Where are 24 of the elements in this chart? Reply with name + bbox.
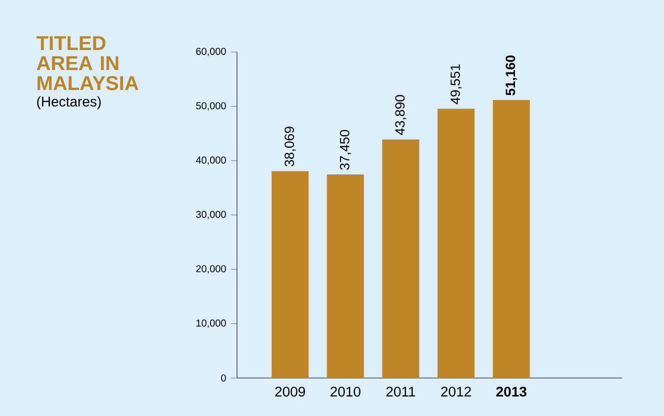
y-tick-label: 10,000 <box>196 320 226 328</box>
bar <box>382 140 420 378</box>
x-tick-label: 2009 <box>275 386 305 397</box>
y-tick-label: 60,000 <box>196 48 226 56</box>
bar <box>438 108 475 378</box>
x-tick-label: 2012 <box>441 386 471 397</box>
data-label: 37,450 <box>340 130 351 170</box>
x-tick-label: 2013 <box>496 386 526 397</box>
bar <box>492 100 530 378</box>
y-tick-label: 30,000 <box>196 210 226 220</box>
data-label: 49,551 <box>450 64 462 104</box>
data-label: 38,069 <box>284 126 296 166</box>
y-tick-label: 0 <box>221 374 226 382</box>
y-tick-label: 40,000 <box>196 156 226 165</box>
bar <box>272 171 309 378</box>
x-tick-label: 2010 <box>330 386 360 397</box>
y-tick-label: 50,000 <box>196 102 226 110</box>
x-tick-label: 2011 <box>386 386 416 397</box>
data-label: 43,890 <box>395 95 406 135</box>
text: (Hectares) <box>37 96 101 110</box>
text: TITLED AREA IN MALAYSIA <box>36 36 138 90</box>
y-tick-label: 20,000 <box>196 265 226 274</box>
bar <box>326 174 364 378</box>
data-label: 51,160 <box>506 56 518 96</box>
